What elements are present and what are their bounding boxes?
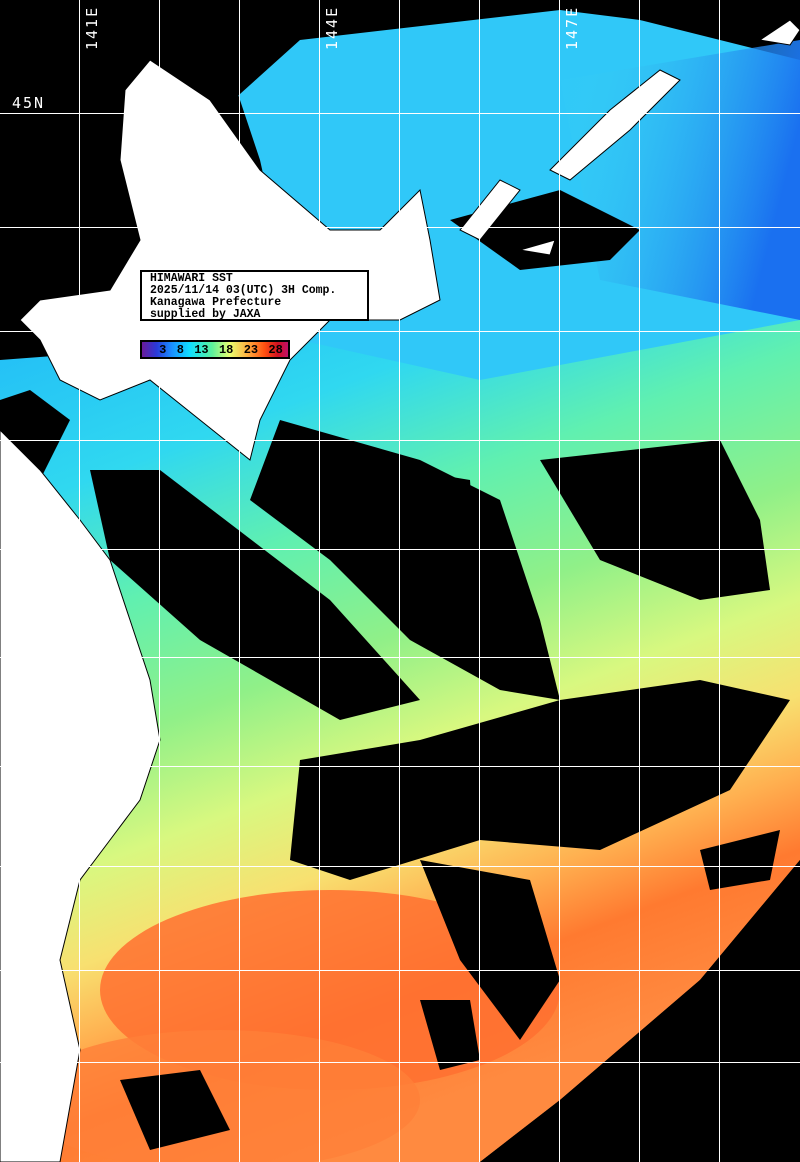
colorbar-tick: 8 [176,342,184,357]
land-hokkaido [19,59,441,461]
land-kuril-1 [549,69,681,181]
legend-producer: Kanagawa Prefecture [150,296,282,309]
land-kamchatka-tip [758,19,800,46]
lon-label-141e: 141E [83,5,101,50]
lon-label-147e: 147E [563,5,581,50]
colorbar-tick: 13 [194,342,209,357]
colorbar-tick: 23 [243,342,259,357]
color-scale-bar: 3 8 13 18 23 28 [140,340,290,359]
land-kuril-2 [459,179,521,241]
land-kuril-3 [519,239,556,256]
info-legend: HIMAWARI SST 2025/11/14 03(UTC) 3H Comp.… [140,270,369,321]
lat-label-45n: 45N [12,94,46,112]
colorbar-tick: 28 [268,342,283,357]
colorbar-tick: 18 [218,342,234,357]
legend-title: HIMAWARI SST [150,272,233,285]
lon-label-144e: 144E [323,5,341,50]
legend-datetime: 2025/11/14 03(UTC) 3H Comp. [150,284,337,297]
colorbar-tick: 3 [159,342,167,357]
legend-supplier: supplied by JAXA [150,308,261,321]
